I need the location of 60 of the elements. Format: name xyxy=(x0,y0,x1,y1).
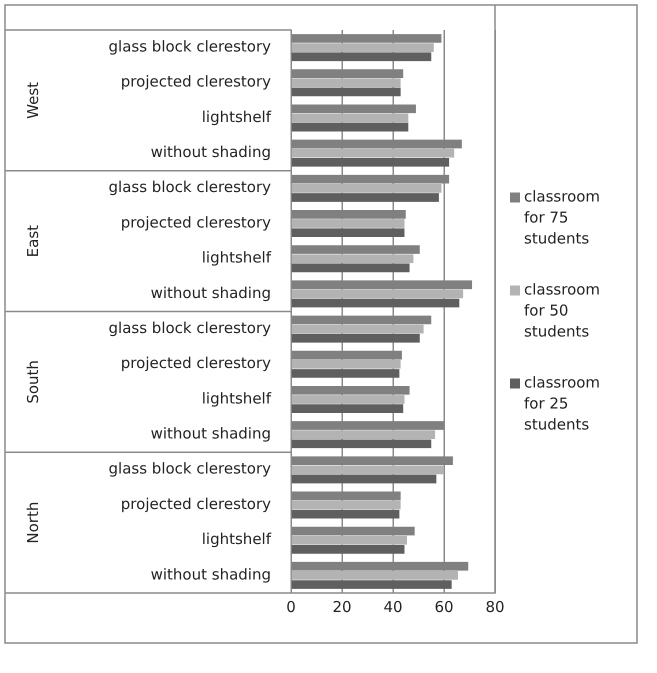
bar xyxy=(292,500,401,510)
text: East xyxy=(24,224,42,258)
bar xyxy=(292,122,408,132)
bar xyxy=(292,78,401,88)
bar xyxy=(292,290,464,298)
bar xyxy=(292,536,408,545)
y-tick-label: glass block clerestory xyxy=(108,37,272,56)
bar xyxy=(292,228,404,238)
y-tick-label: lightshelf xyxy=(202,248,272,267)
legend-label: classroom for 75 students xyxy=(524,187,600,248)
legend-label: classroom for 25 students xyxy=(524,373,600,434)
bar xyxy=(292,298,460,308)
bar xyxy=(292,193,439,202)
bar xyxy=(292,466,444,474)
bar xyxy=(292,254,414,264)
bar xyxy=(292,52,432,62)
bar xyxy=(292,264,410,272)
bar xyxy=(292,360,401,369)
bar xyxy=(292,334,420,343)
y-tick-label: without shading xyxy=(150,284,271,302)
bar xyxy=(292,580,452,589)
y-tick-label: lightshelf xyxy=(202,530,272,548)
bar xyxy=(292,474,436,484)
y-tick-label: lightshelf xyxy=(202,108,272,126)
y-tick-label: without shading xyxy=(150,424,271,443)
x-tick-label: 20 xyxy=(332,598,352,616)
bar xyxy=(292,404,404,413)
x-tick-label: 0 xyxy=(286,598,296,616)
y-tick-label: glass block clerestory xyxy=(108,318,272,337)
y-tick-label: projected clerestory xyxy=(120,354,272,372)
x-tick-label: 60 xyxy=(434,598,454,616)
bar xyxy=(292,369,400,378)
y-tick-label: projected clerestory xyxy=(120,494,272,513)
y-tick-label: glass block clerestory xyxy=(108,460,272,478)
bar xyxy=(292,184,442,193)
bar xyxy=(292,114,408,122)
y-tick-label: projected clerestory xyxy=(120,72,272,91)
bar xyxy=(292,395,404,404)
bar xyxy=(292,324,424,334)
bar xyxy=(292,430,436,439)
bar xyxy=(292,43,434,52)
legend-label: classroom for 50 students xyxy=(524,280,600,340)
y-tick-label: lightshelf xyxy=(202,389,272,408)
text: North xyxy=(24,502,42,544)
bar xyxy=(292,219,404,228)
bar xyxy=(292,545,404,554)
bar xyxy=(292,571,458,580)
y-tick-label: glass block clerestory xyxy=(108,178,272,196)
bar xyxy=(292,148,454,158)
bar xyxy=(292,158,450,167)
y-tick-label: projected clerestory xyxy=(120,213,272,232)
x-tick-label: 40 xyxy=(383,598,403,616)
y-tick-label: without shading xyxy=(150,565,271,584)
bar xyxy=(292,88,401,96)
x-tick-label: 80 xyxy=(485,598,505,616)
y-tick-label: without shading xyxy=(150,143,271,162)
bar xyxy=(292,439,432,448)
bar xyxy=(292,510,400,519)
text: South xyxy=(24,360,42,404)
text: West xyxy=(24,82,42,119)
